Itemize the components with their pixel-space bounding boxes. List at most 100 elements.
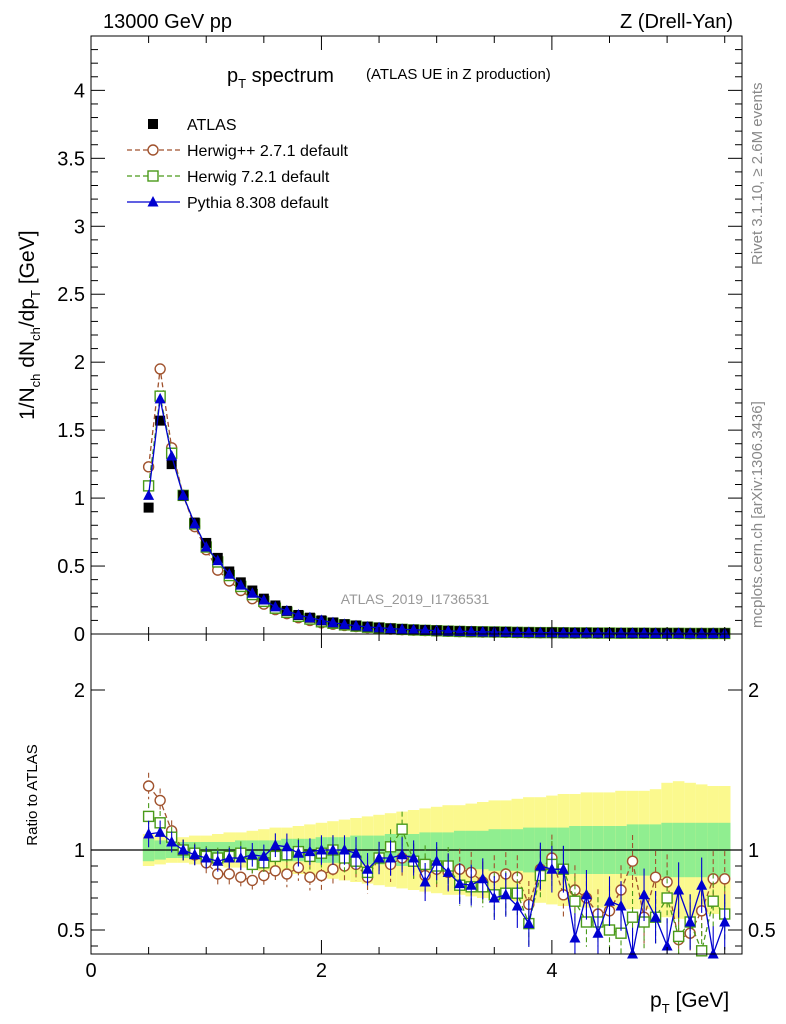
pythia-8-308-default-point [166, 449, 178, 461]
pythia-8-308-default-ratio-point [304, 845, 316, 857]
y-tick-label: 1 [74, 488, 85, 510]
herwig-7-2-1-default-ratio-point [626, 911, 639, 923]
y-tick-label: 0 [74, 624, 85, 646]
pythia-8-308-default-ratio-point [292, 847, 304, 858]
pythia-8-308-default-point [246, 587, 258, 598]
herwig-7-2-1-default-ratio-point [707, 895, 719, 907]
ratio-frame [90, 633, 743, 955]
atlas-point [143, 502, 154, 513]
pythia-8-308-default-point [534, 626, 546, 638]
pythia-8-308-default-ratio-point [707, 948, 719, 959]
pythia-8-308-default-point [235, 579, 247, 590]
herwig-7-2-1-default-ratio-point [603, 924, 616, 936]
pythia-8-308-default-ratio-point [580, 888, 592, 900]
pythia-8-308-default-point [154, 392, 166, 404]
ratio-y-tick-label: 0.5 [57, 920, 85, 942]
pythia-8-308-default-ratio-point [200, 852, 212, 863]
pythia-8-308-default-ratio-point [673, 884, 685, 895]
legend-label-herwig-2-7-1-default: Herwig++ 2.7.1 default [187, 143, 349, 160]
pythia-8-308-default-point [408, 623, 420, 635]
pythia-8-308-default-ratio-point [477, 872, 489, 884]
legend-marker-herwig-2-7-1-default [147, 144, 159, 156]
herwig-2-7-1-default-ratio-point [315, 869, 328, 882]
pythia-8-308-default-ratio-point [246, 848, 258, 860]
pythia-8-308-default-point [707, 627, 719, 638]
pythia-8-308-default-ratio-point [719, 916, 731, 927]
herwig-7-2-1-default-ratio-point [569, 895, 581, 907]
pythia-8-308-default-ratio-point [154, 826, 166, 837]
pythia-8-308-default-point [638, 627, 650, 638]
atlas-point [155, 415, 166, 426]
pythia-8-308-default-ratio-point [603, 895, 615, 906]
chart-title: pT spectrum [227, 65, 334, 91]
herwig-2-7-1-default-ratio-point [269, 865, 282, 877]
header-process-label: Z (Drell-Yan) [620, 11, 733, 33]
pythia-8-308-default-ratio-point [212, 855, 224, 866]
legend-label-pythia-8-308-default: Pythia 8.308 default [187, 195, 329, 212]
pythia-8-308-default-point [580, 626, 592, 638]
pythia-8-308-default-ratio-point [465, 879, 477, 890]
pythia-8-308-default-ratio-point [546, 863, 558, 874]
legend-marker-atlas [148, 119, 158, 129]
y-tick-label: 0.5 [57, 556, 85, 578]
ratio-y-tick-label: 1 [74, 840, 85, 862]
herwig-2-7-1-default-ratio-point [281, 868, 293, 880]
pythia-8-308-default-point [650, 627, 662, 638]
herwig-7-2-1-default-ratio-point [142, 810, 155, 823]
pythia-8-308-default-point [673, 627, 685, 638]
pythia-8-308-default-ratio-point [627, 948, 639, 959]
pythia-8-308-default-point [177, 489, 189, 500]
herwig-2-7-1-default-ratio-point [154, 794, 166, 807]
pythia-8-308-default-point [592, 627, 604, 638]
pythia-8-308-default-ratio-point [696, 879, 708, 890]
pythia-8-308-default-ratio-point [177, 844, 189, 855]
rivet-version-label: Rivet 3.1.10, ≥ 2.6M events [749, 83, 766, 266]
pythia-8-308-default-point [396, 623, 408, 634]
herwig-2-7-1-default-ratio-point [142, 780, 155, 792]
legend: ATLAS Herwig++ 2.7.1 default Herwig 7.2.1 … [127, 117, 349, 212]
pythia-8-308-default-ratio-point [223, 852, 235, 863]
pythia-8-308-default-ratio-point [650, 911, 662, 922]
herwig-7-2-1-default-point [142, 480, 155, 492]
pythia-8-308-default-ratio-point [500, 888, 512, 900]
pythia-8-308-default-point [304, 611, 316, 623]
analysis-id-label: ATLAS_2019_I1736531 [341, 591, 490, 607]
pythia-8-308-default-ratio-point [408, 852, 420, 863]
y-tick-label: 2 [74, 352, 85, 374]
y-tick-label: 3 [74, 216, 85, 238]
pythia-8-308-default-ratio-point [269, 839, 281, 850]
herwig-2-7-1-default-ratio-point [246, 874, 259, 887]
pythia-8-308-default-point [696, 627, 708, 638]
herwig-7-2-1-default-ratio-point [396, 823, 408, 835]
pythia-8-308-default-point [315, 614, 327, 625]
ratio-y-tick-label-right: 0.5 [748, 920, 776, 942]
pythia-8-308-default-ratio-point [523, 917, 535, 929]
y-axis-label-top: 1/Nch dNch/dpT [GeV] [16, 230, 43, 420]
pythia-8-308-default-point [223, 568, 235, 579]
pythia-8-308-default-point [327, 616, 339, 628]
pythia-8-308-default-point [557, 626, 569, 638]
pythia-8-308-default-ratio-point [557, 863, 569, 874]
header-beam-label: 13000 GeV pp [103, 11, 232, 33]
y-tick-label: 1.5 [57, 420, 85, 442]
spectrum-panel: 0 0.5 1 1.5 2 2.5 3 3.5 4 pT spectrum (ATLAS UE … [16, 35, 743, 646]
y-tick-label: 2.5 [57, 284, 85, 306]
herwig-2-7-1-default-ratio-point [304, 871, 316, 883]
pythia-8-308-default-point [189, 517, 201, 529]
legend-marker-pythia-8-308-default [147, 196, 159, 207]
pythia-8-308-default-ratio-point [258, 850, 270, 861]
pythia-8-308-default-ratio-point [638, 888, 650, 900]
x-axis-label: pT [GeV] [650, 989, 729, 1016]
pythia-8-308-default-ratio-point [166, 836, 178, 847]
pythia-8-308-default-point [627, 627, 639, 638]
pythia-8-308-default-ratio-point [511, 900, 523, 911]
pythia-8-308-default-ratio-point [189, 848, 201, 860]
pythia-8-308-default-ratio-point [396, 848, 408, 860]
legend-label-atlas: ATLAS [187, 117, 237, 134]
pythia-8-308-default-point [338, 618, 350, 629]
pythia-8-308-default-point [684, 627, 696, 638]
pythia-8-308-default-ratio-point [350, 847, 362, 858]
ratio-y-tick-label-right: 2 [748, 680, 759, 702]
pythia-8-308-default-ratio-point [281, 840, 293, 852]
